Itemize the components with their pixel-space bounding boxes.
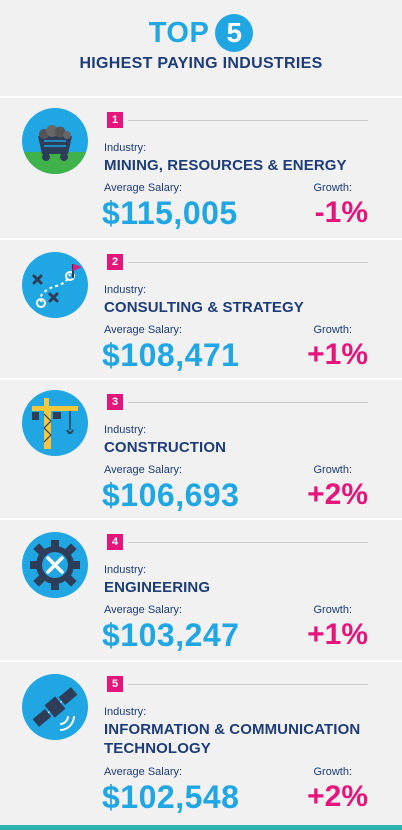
salary-value: $115,005: [102, 195, 238, 231]
title-row: TOP 5: [0, 14, 402, 52]
growth-value: +2%: [307, 478, 368, 511]
industry-card-4: 4 Industry: ENGINEERING Average Salary: …: [0, 518, 402, 662]
industry-card-2: 2 Industry: CONSULTING & STRATEGY Averag…: [0, 238, 402, 380]
industry-label: Industry:: [104, 706, 147, 718]
growth-value: +2%: [307, 780, 368, 813]
industry-label: Industry:: [104, 284, 147, 296]
crane-icon: [22, 390, 88, 456]
growth-label: Growth:: [313, 464, 352, 476]
industry-name: CONSTRUCTION: [104, 439, 227, 456]
growth-label: Growth:: [313, 324, 352, 336]
industry-label: Industry:: [104, 564, 147, 576]
footer-bar: [0, 825, 402, 830]
industry-label: Industry:: [104, 424, 147, 436]
growth-value: +1%: [307, 618, 368, 651]
salary-value: $108,471: [102, 337, 240, 373]
divider-line: [128, 120, 368, 121]
rank-badge: 1: [107, 112, 123, 128]
satellite-icon: [22, 674, 88, 740]
industry-name: MINING, RESOURCES & ENERGY: [104, 157, 347, 174]
salary-label: Average Salary:: [104, 464, 183, 476]
salary-value: $106,693: [102, 477, 240, 513]
page-header: TOP 5 HIGHEST PAYING INDUSTRIES: [0, 0, 402, 96]
growth-value: -1%: [314, 196, 368, 229]
industry-name: CONSULTING & STRATEGY: [104, 299, 304, 316]
growth-value: +1%: [307, 338, 368, 371]
mining-cart-icon: [22, 108, 88, 174]
industry-card-3: 3 Industry: CONSTRUCTION Average Salary:…: [0, 378, 402, 520]
industry-name: INFORMATION & COMMUNICATION TECHNOLOGY: [104, 721, 361, 757]
salary-label: Average Salary:: [104, 182, 183, 194]
divider-line: [128, 262, 368, 263]
strategy-play-icon: [22, 252, 88, 318]
page-subtitle: HIGHEST PAYING INDUSTRIES: [79, 55, 323, 72]
growth-label: Growth:: [313, 182, 352, 194]
rank-badge: 3: [107, 394, 123, 410]
industry-label: Industry:: [104, 142, 147, 154]
title-top-word: TOP: [148, 16, 210, 49]
rank-badge: 5: [107, 676, 123, 692]
rank-badge: 2: [107, 254, 123, 270]
rank-badge: 4: [107, 534, 123, 550]
growth-label: Growth:: [313, 766, 352, 778]
divider-line: [128, 542, 368, 543]
salary-label: Average Salary:: [104, 324, 183, 336]
industry-card-1: 1 Industry: MINING, RESOURCES & ENERGY A…: [0, 96, 402, 240]
salary-value: $103,247: [102, 617, 240, 653]
industry-name: ENGINEERING: [104, 579, 211, 596]
title-number-badge: 5: [215, 14, 254, 52]
growth-label: Growth:: [313, 604, 352, 616]
industry-card-5: 5 Industry: INFORMATION & COMMUNICATION …: [0, 660, 402, 827]
gear-wrench-icon: [22, 532, 88, 598]
salary-label: Average Salary:: [104, 604, 183, 616]
salary-label: Average Salary:: [104, 766, 183, 778]
salary-value: $102,548: [102, 779, 240, 815]
divider-line: [128, 402, 368, 403]
divider-line: [128, 684, 368, 685]
